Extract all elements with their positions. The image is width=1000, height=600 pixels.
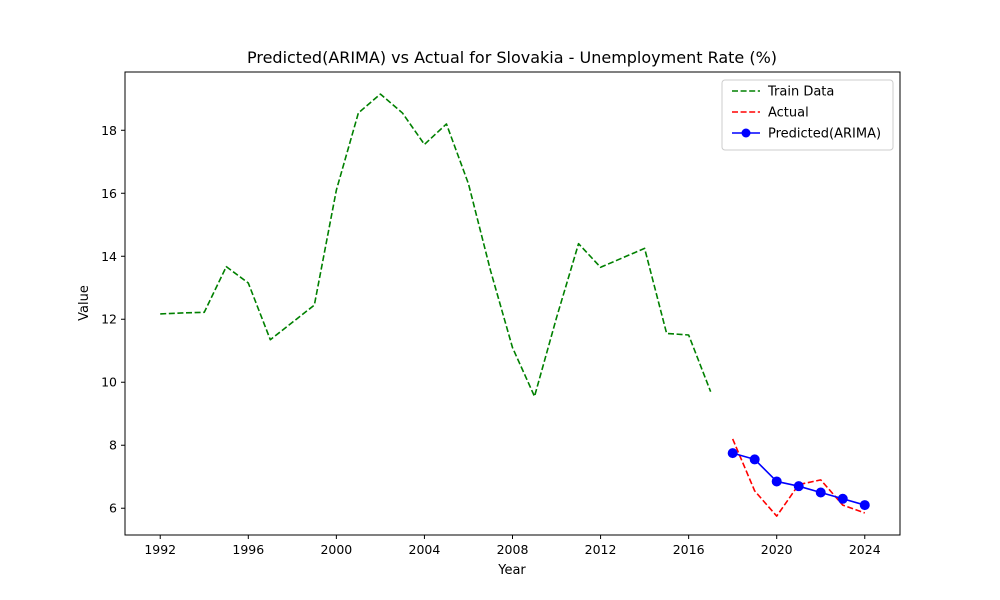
x-tick-label: 2020: [761, 542, 793, 557]
legend-label-train-data: Train Data: [767, 85, 834, 100]
x-tick-label: 2004: [409, 542, 441, 557]
data-point-predicted-arima: [837, 493, 848, 504]
y-axis-label: Value: [77, 285, 92, 321]
legend-label-actual: Actual: [768, 106, 809, 121]
x-tick-label: 2000: [320, 542, 352, 557]
data-point-predicted-arima: [859, 500, 870, 511]
series-line-actual: [731, 438, 866, 517]
x-tick-label: 2024: [849, 542, 881, 557]
x-tick-label: 1992: [144, 542, 176, 557]
y-tick-label: 12: [101, 312, 117, 327]
x-axis-label: Year: [497, 563, 526, 578]
legend: Train Data Actual Predicted(ARIMA): [721, 79, 894, 151]
y-tick-label: 6: [109, 501, 117, 516]
legend-label-predicted-arima: Predicted(ARIMA): [768, 127, 881, 142]
legend-box: [721, 79, 894, 151]
data-point-predicted-arima: [749, 454, 760, 465]
data-point-predicted-arima: [727, 448, 738, 459]
y-tick-label: 14: [101, 249, 117, 264]
x-tick-label: 1996: [232, 542, 264, 557]
data-point-predicted-arima: [771, 476, 782, 487]
data-point-predicted-arima: [815, 487, 826, 498]
y-tick-label: 18: [101, 123, 117, 138]
x-tick-label: 2016: [673, 542, 705, 557]
plot-area: 1992 1996 2000 2004 2008 2012 2016 2020 2024 6 8 10…: [101, 71, 901, 557]
legend-marker-predicted-arima: [741, 128, 751, 138]
chart-title: Predicted(ARIMA) vs Actual for Slovakia …: [247, 48, 777, 67]
data-point-predicted-arima: [793, 481, 804, 492]
x-tick-label: 2008: [497, 542, 529, 557]
y-tick-label: 10: [101, 375, 117, 390]
y-tick-label: 16: [101, 186, 117, 201]
y-tick-label: 8: [109, 438, 117, 453]
x-tick-label: 2012: [585, 542, 617, 557]
series-line-train-data: [160, 93, 712, 398]
